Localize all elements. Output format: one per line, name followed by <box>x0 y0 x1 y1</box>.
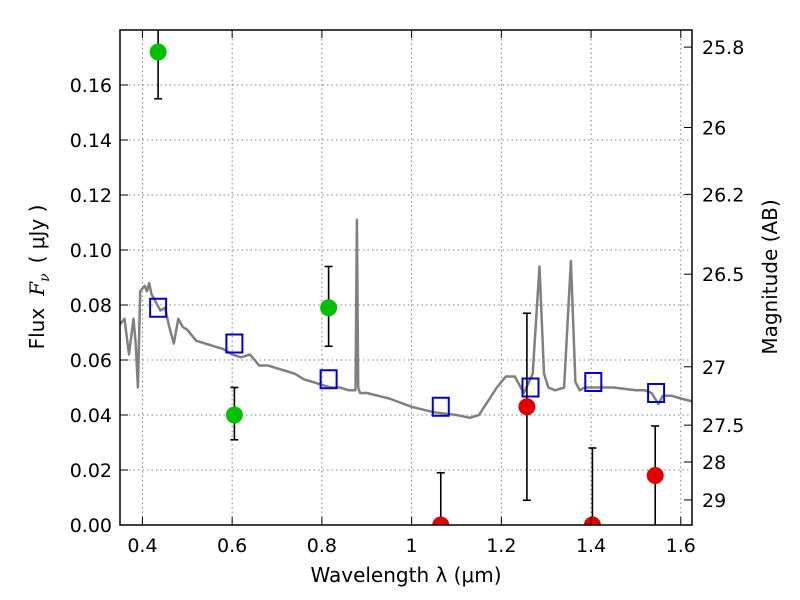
synthetic-photometry-square <box>225 333 244 354</box>
y-tick-label: 0.12 <box>70 185 112 207</box>
mag-tick-label: 28 <box>702 452 726 474</box>
axes-ticks: 0.4 0.6 0.8 1 1.2 1.4 1.6 0.00 0.02 0.04 0.06 0.08 0… <box>70 30 744 557</box>
y2-axis-label: Magnitude (AB) <box>758 199 782 354</box>
x-tick-label: 0.6 <box>217 535 247 557</box>
synthetic-photometry-square <box>647 383 666 403</box>
x-axis-label: Wavelength λ (μm) <box>310 563 501 587</box>
non-detection-point <box>432 516 450 525</box>
mag-tick-label: 26.5 <box>702 264 744 286</box>
plot-area <box>120 30 692 525</box>
detection-point <box>225 406 243 424</box>
mag-tick-label: 26.2 <box>702 184 744 206</box>
detection-point <box>149 43 167 61</box>
y-tick-label: 0.00 <box>70 515 112 537</box>
mag-tick-label: 26 <box>702 118 726 140</box>
y-axis-label-nu: ν <box>37 273 53 282</box>
y-axis-label-f: F <box>25 281 49 297</box>
y-tick-label: 0.14 <box>70 130 112 152</box>
x-tick-label: 0.8 <box>307 535 337 557</box>
mag-tick-label: 25.8 <box>702 37 744 59</box>
y-axis-label: Flux Fν ( μJy ) <box>25 205 53 350</box>
x-tick-label: 1.2 <box>486 535 516 557</box>
synthetic-photometry-square <box>584 372 603 392</box>
y-axis-label-flux: Flux <box>25 308 49 350</box>
x-tick-label: 1.6 <box>666 535 696 557</box>
synthetic-photometry-square <box>521 377 540 398</box>
x-tick-label: 1 <box>406 535 418 557</box>
x-tick-label: 0.4 <box>127 535 157 557</box>
non-detection-point <box>583 516 601 525</box>
y-tick-label: 0.16 <box>70 75 112 97</box>
grid <box>120 30 692 526</box>
y-axis-label-unit: ( μJy ) <box>25 205 49 264</box>
mag-tick-label: 29 <box>702 490 726 512</box>
y-tick-label: 0.04 <box>70 405 112 427</box>
plot-frame <box>119 29 693 526</box>
mag-tick-label: 27 <box>702 357 726 379</box>
y-tick-label: 0.08 <box>70 295 112 317</box>
y-tick-label: 0.06 <box>70 350 112 372</box>
synthetic-photometry-square <box>319 369 338 390</box>
y-tick-label: 0.10 <box>70 240 112 262</box>
mag-tick-label: 27.5 <box>702 415 744 437</box>
y-tick-label: 0.02 <box>70 460 112 482</box>
synthetic-photometry-square <box>149 297 168 318</box>
x-tick-label: 1.4 <box>576 535 606 557</box>
non-detection-point <box>518 398 536 416</box>
detection-point <box>320 299 338 317</box>
synthetic-photometry-square <box>431 396 450 417</box>
model-sed-line <box>120 218 692 420</box>
non-detection-point <box>646 467 664 484</box>
